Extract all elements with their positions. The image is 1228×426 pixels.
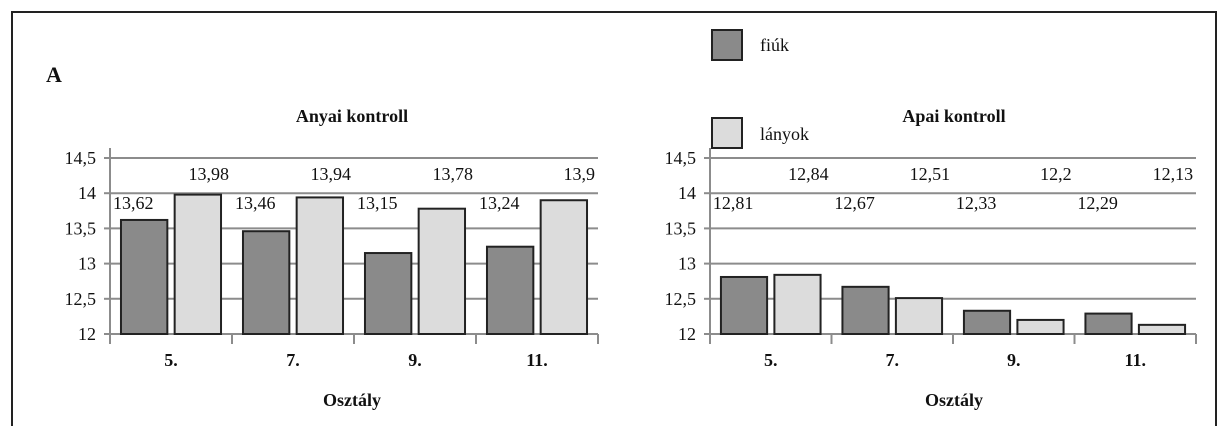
bar-lanyok	[1016, 318, 1065, 336]
legend-label-lanyok: lányok	[760, 124, 809, 144]
bar-lanyok	[894, 297, 944, 336]
category-label: 9.	[408, 350, 422, 370]
category-label: 5.	[764, 350, 778, 370]
figure-frame	[11, 11, 1217, 426]
bar-lanyok	[173, 193, 223, 335]
category-label: 11.	[526, 350, 548, 370]
y-tick-label: 14	[78, 183, 96, 203]
bar-fiuk	[962, 309, 1012, 336]
data-label: 13,94	[311, 164, 352, 184]
bar-fiuk	[119, 218, 169, 335]
y-tick-label: 12	[78, 324, 96, 344]
data-label: 12,2	[1040, 164, 1072, 184]
data-label: 12,29	[1077, 193, 1118, 213]
data-label: 13,9	[564, 164, 596, 184]
data-label: 12,81	[713, 193, 754, 213]
data-label: 13,98	[189, 164, 230, 184]
y-tick-label: 13,5	[65, 218, 97, 238]
data-label: 12,84	[788, 164, 829, 184]
bar-fiuk	[841, 285, 890, 335]
chart-title: Anyai kontroll	[296, 106, 408, 126]
chart-title: Apai kontroll	[902, 106, 1005, 126]
y-tick-label: 14	[678, 183, 696, 203]
bar-lanyok	[417, 207, 467, 335]
y-tick-label: 13	[78, 254, 96, 274]
bar-fiuk	[1084, 312, 1133, 336]
panel-letter: A	[46, 62, 62, 87]
data-label: 12,33	[956, 193, 997, 213]
data-label: 13,24	[479, 193, 519, 213]
category-label: 7.	[286, 350, 300, 370]
data-label: 12,51	[910, 164, 951, 184]
y-tick-label: 12,5	[65, 289, 97, 309]
category-label: 7.	[886, 350, 900, 370]
category-label: 9.	[1007, 350, 1021, 370]
data-label: 13,15	[357, 193, 398, 213]
bar-lanyok	[1137, 323, 1187, 335]
x-axis-title: Osztály	[925, 390, 983, 410]
x-axis-title: Osztály	[323, 390, 381, 410]
y-tick-label: 13	[678, 254, 696, 274]
y-tick-label: 12	[678, 324, 696, 344]
bar-lanyok	[773, 273, 822, 336]
bar-fiuk	[363, 252, 413, 335]
chart-anyai-kontroll: Anyai kontroll Osztály 12 12,5 13 13,5 14 14,…	[65, 106, 599, 410]
data-label: 13,78	[433, 164, 474, 184]
data-label: 12,13	[1153, 164, 1194, 184]
bar-fiuk	[719, 275, 769, 336]
bar-lanyok	[295, 196, 345, 335]
chart-apai-kontroll: Apai kontroll Osztály 12 12,5 13 13,5 14 14,5…	[665, 106, 1197, 410]
data-label: 13,46	[235, 193, 275, 213]
bar-fiuk	[241, 230, 291, 335]
bar-lanyok	[539, 199, 589, 335]
data-label: 13,62	[113, 193, 154, 213]
legend-swatch-fiuk	[711, 29, 743, 61]
y-tick-label: 12,5	[665, 289, 697, 309]
y-tick-label: 13,5	[665, 218, 697, 238]
data-label: 12,67	[834, 193, 875, 213]
y-tick-label: 14,5	[665, 148, 697, 168]
legend-label-fiuk: fiúk	[760, 35, 789, 55]
y-tick-label: 14,5	[65, 148, 97, 168]
category-label: 11.	[1124, 350, 1146, 370]
bar-fiuk	[485, 245, 535, 335]
legend-swatch-lanyok	[711, 117, 743, 149]
category-label: 5.	[164, 350, 178, 370]
legend: fiúk lányok	[711, 29, 809, 149]
